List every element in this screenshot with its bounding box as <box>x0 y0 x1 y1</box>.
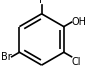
Text: Br: Br <box>1 52 11 62</box>
Text: F: F <box>39 0 44 5</box>
Text: Cl: Cl <box>72 57 81 67</box>
Text: OH: OH <box>72 17 87 27</box>
